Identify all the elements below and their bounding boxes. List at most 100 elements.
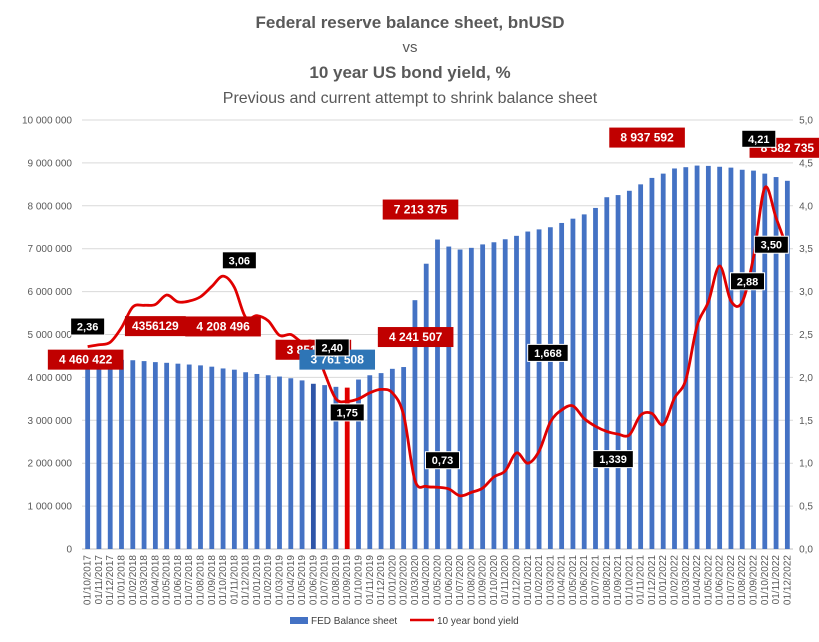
x-tick-label: 01/03/2018 — [139, 555, 150, 605]
x-tick-label: 01/06/2019 — [308, 555, 319, 605]
line-series — [87, 185, 789, 498]
bar — [468, 247, 474, 550]
data-label: 7 213 375 — [382, 199, 459, 220]
bar — [198, 365, 203, 549]
x-tick-label: 01/12/2019 — [376, 555, 387, 605]
bar — [356, 379, 361, 549]
x-tick-label: 01/11/2018 — [229, 555, 240, 605]
x-tick-label: 01/10/2019 — [354, 555, 365, 605]
x-tick-label: 01/07/2018 — [184, 555, 195, 605]
data-label-text: 7 213 375 — [394, 203, 448, 217]
data-label: 2,36 — [70, 317, 106, 336]
data-label-text: 2,36 — [77, 322, 98, 334]
y-left-tick-label: 0 — [66, 545, 72, 556]
bar — [152, 362, 158, 549]
bar — [277, 376, 282, 549]
y-right-tick-label: 3,0 — [799, 287, 813, 298]
bar — [220, 368, 226, 549]
x-tick-label: 01/05/2018 — [162, 555, 173, 605]
chart-subtitle: Previous and current attempt to shrink b… — [223, 90, 598, 107]
y-left-tick-label: 9 000 000 — [28, 158, 73, 169]
bar — [784, 180, 790, 550]
data-label-text: 4,21 — [748, 134, 769, 146]
x-tick-label: 01/10/2017 — [83, 555, 94, 605]
bar — [593, 207, 598, 549]
bar — [514, 235, 519, 549]
x-axis: 01/10/2017 01/11/2017 01/12/2017 01/01/2018… — [83, 555, 794, 605]
x-tick-label: 01/01/2020 — [387, 555, 398, 605]
bar — [401, 367, 407, 549]
data-label-text: 4356129 — [132, 319, 179, 333]
data-label-box — [382, 199, 459, 220]
x-tick-label: 01/11/2021 — [636, 555, 647, 605]
x-tick-label: 01/12/2022 — [782, 555, 793, 605]
chart-title-line1: Federal reserve balance sheet, bnUSD — [256, 13, 565, 32]
x-tick-label: 01/02/2020 — [399, 555, 410, 605]
x-tick-label: 01/09/2022 — [749, 555, 760, 605]
data-label: 1,339 — [592, 450, 634, 469]
legend: FED Balance sheet 10 year bond yield — [290, 616, 519, 627]
x-tick-label: 01/04/2018 — [150, 555, 161, 605]
x-tick-label: 01/09/2018 — [207, 555, 218, 605]
y-left-tick-label: 6 000 000 — [28, 287, 73, 298]
x-tick-label: 01/06/2020 — [444, 555, 455, 605]
data-label-text: 4 460 422 — [59, 353, 113, 367]
bar — [717, 166, 723, 550]
bar — [243, 372, 249, 549]
y-right-tick-label: 2,5 — [799, 330, 813, 341]
x-tick-label: 01/11/2019 — [365, 555, 376, 605]
data-label-box — [329, 403, 365, 422]
data-label: 1,668 — [527, 343, 569, 362]
yield-line — [87, 185, 789, 498]
x-tick-label: 01/05/2019 — [297, 555, 308, 605]
data-label-text: 1,668 — [534, 348, 562, 360]
y-right-tick-label: 3,5 — [799, 244, 813, 255]
data-label-text: 0,73 — [432, 455, 453, 467]
x-tick-label: 01/07/2019 — [320, 555, 331, 605]
bar — [446, 246, 452, 549]
y-right-tick-label: 5,0 — [799, 116, 813, 127]
x-tick-label: 01/05/2022 — [703, 555, 714, 605]
data-label-text: 8 937 592 — [620, 131, 674, 145]
bar — [649, 177, 655, 550]
y-right-tick-label: 0,0 — [799, 545, 813, 556]
bar — [209, 366, 215, 549]
legend-label-line: 10 year bond yield — [437, 616, 519, 627]
data-label: 8 937 592 — [609, 127, 685, 148]
bar — [705, 165, 711, 549]
x-tick-label: 01/12/2017 — [105, 555, 116, 605]
data-label: 4 208 496 — [185, 316, 261, 337]
bar — [502, 239, 508, 549]
bar — [367, 375, 373, 549]
data-label-text: 2,40 — [322, 342, 343, 354]
bar — [672, 168, 677, 550]
y-right-tick-label: 1,5 — [799, 416, 813, 427]
bar — [728, 167, 734, 549]
x-tick-label: 01/06/2018 — [173, 555, 184, 605]
bar — [186, 364, 192, 549]
x-tick-label: 01/04/2021 — [557, 555, 568, 605]
bar — [683, 167, 689, 549]
x-tick-label: 01/12/2021 — [647, 555, 658, 605]
x-tick-label: 01/01/2022 — [658, 555, 669, 605]
x-tick-label: 01/07/2020 — [455, 555, 466, 605]
data-label: 0,73 — [425, 451, 460, 470]
x-tick-label: 01/06/2022 — [715, 555, 726, 605]
bar — [164, 362, 170, 549]
data-label-box — [425, 451, 460, 470]
x-tick-label: 01/01/2019 — [252, 555, 263, 605]
x-tick-label: 01/08/2019 — [331, 555, 342, 605]
bar — [389, 368, 395, 549]
chart-title-line3: 10 year US bond yield, % — [309, 63, 510, 82]
bar — [333, 386, 339, 549]
y-left-tick-label: 8 000 000 — [28, 201, 73, 212]
legend-label-bar: FED Balance sheet — [311, 616, 397, 627]
bar — [322, 385, 328, 549]
data-label-text: 1,75 — [337, 407, 358, 419]
bar — [141, 361, 147, 549]
data-label: 1,75 — [329, 403, 365, 422]
data-label-box — [70, 317, 106, 336]
bar — [626, 190, 632, 549]
